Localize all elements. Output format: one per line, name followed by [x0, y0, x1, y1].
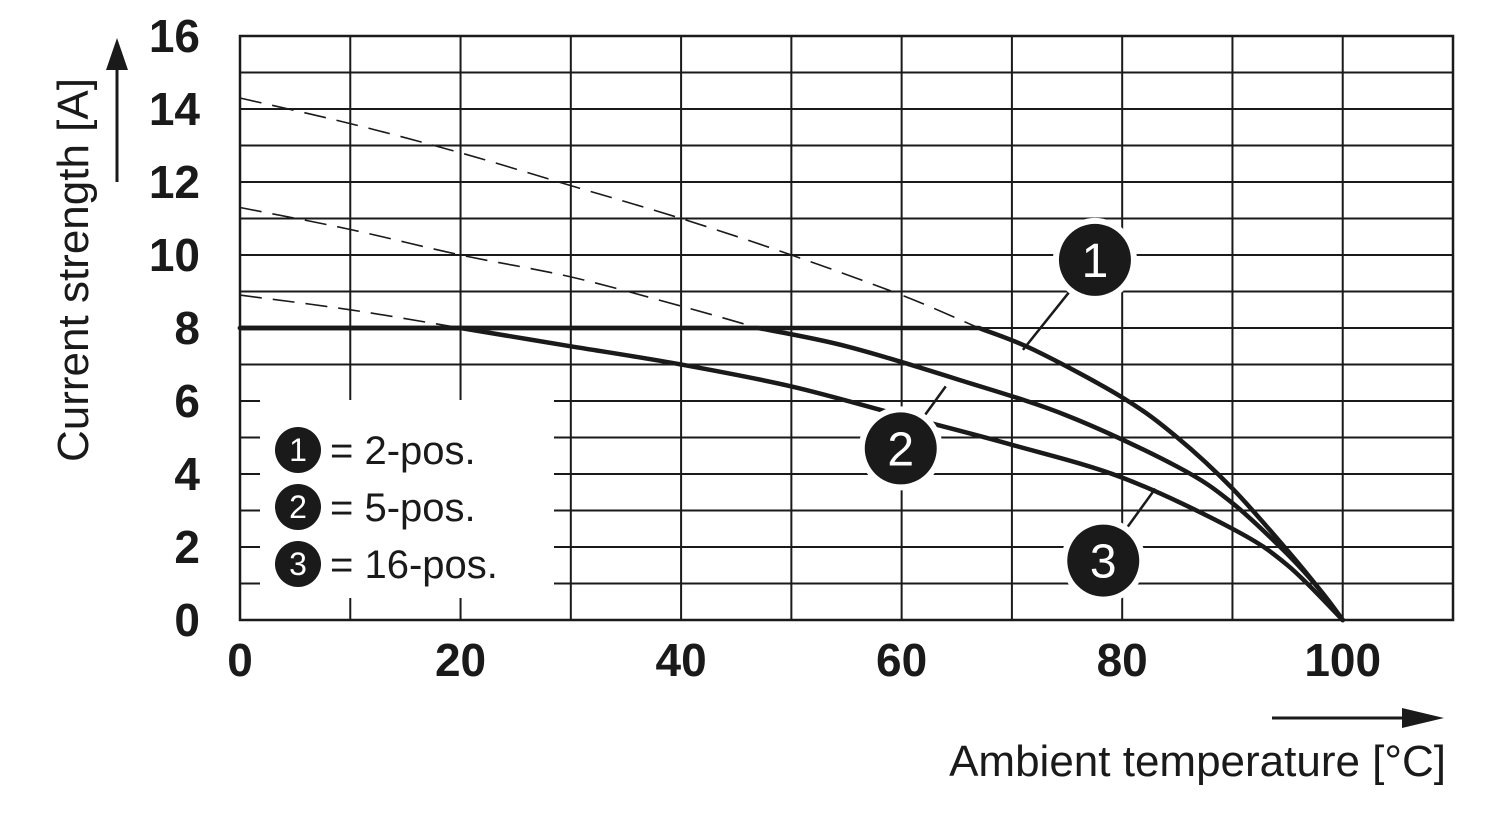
x-axis-title: Ambient temperature [°C]	[949, 737, 1446, 786]
callout-leader-line	[1021, 285, 1075, 351]
x-axis-arrow-head	[1402, 708, 1444, 728]
callout-badge-number: 3	[1090, 536, 1117, 589]
callout-leader-line	[1122, 487, 1157, 534]
y-tick-label: 12	[149, 156, 200, 208]
legend-items: 1 = 2-pos. 2 = 5-pos. 3 = 16-pos.	[275, 427, 498, 587]
curve-callouts: 1 2 3	[858, 217, 1157, 603]
y-tick-label: 2	[174, 521, 200, 573]
legend-label: = 16-pos.	[330, 543, 498, 587]
x-tick-label: 20	[435, 634, 486, 686]
series-3-dashed-line	[239, 294, 461, 329]
legend: 1 = 2-pos. 2 = 5-pos. 3 = 16-pos.	[260, 400, 554, 598]
y-tick-label: 10	[149, 229, 200, 281]
series-2-solid-line	[237, 325, 1345, 623]
callout-badge-number: 1	[1082, 235, 1109, 288]
y-tick-label: 16	[149, 10, 200, 62]
y-tick-label: 0	[174, 594, 200, 646]
legend-item: 1 = 2-pos.	[275, 427, 476, 473]
series-1-dashed-line	[239, 97, 980, 329]
callout-badge	[864, 412, 937, 485]
legend-label: = 5-pos.	[330, 486, 476, 530]
callout-2: 2	[858, 385, 947, 491]
y-axis-arrow-head	[106, 38, 128, 70]
legend-marker-number: 3	[289, 546, 307, 582]
y-tick-label: 14	[149, 83, 201, 135]
grid-lines	[238, 34, 1455, 622]
y-axis-title: Current strength [A]	[49, 78, 98, 462]
legend-marker-number: 2	[289, 489, 307, 525]
legend-marker-badge	[275, 541, 321, 587]
callout-badge-number: 2	[887, 423, 914, 476]
x-tick-label: 100	[1304, 634, 1381, 686]
callout-3: 3	[1061, 487, 1157, 603]
x-tick-label: 60	[876, 634, 927, 686]
legend-item: 2 = 5-pos.	[275, 484, 476, 530]
callout-1: 1	[1021, 217, 1137, 351]
callout-badge	[1067, 524, 1140, 597]
y-tick-label: 8	[174, 302, 200, 354]
series-2-dashed-line	[239, 206, 759, 329]
legend-item: 3 = 16-pos.	[275, 541, 498, 587]
callout-badge	[1058, 223, 1131, 296]
legend-marker-badge	[275, 427, 321, 473]
y-tick-label: 6	[174, 375, 200, 427]
legend-marker-number: 1	[289, 432, 307, 468]
x-tick-label: 40	[656, 634, 707, 686]
legend-label: = 2-pos.	[330, 429, 476, 473]
y-axis-title-group: Current strength [A]	[49, 38, 128, 462]
x-tick-label: 80	[1097, 634, 1148, 686]
series-curves	[237, 97, 1345, 623]
series-3-solid-line	[237, 325, 1345, 623]
legend-marker-badge	[275, 484, 321, 530]
x-tick-label: 0	[227, 634, 253, 686]
y-tick-label: 4	[174, 448, 200, 500]
x-axis-title-group: Ambient temperature [°C]	[949, 708, 1446, 786]
